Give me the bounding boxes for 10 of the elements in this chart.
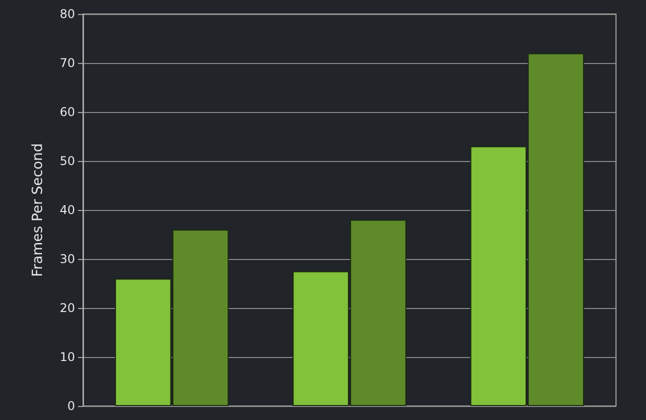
y-tick-label: 40 [60, 203, 75, 217]
y-axis-title: Frames Per Second [30, 143, 46, 277]
y-tick-label: 0 [67, 399, 75, 413]
y-tick-label: 80 [60, 7, 75, 21]
y-tick-label: 10 [60, 350, 75, 364]
y-tick-label: 70 [60, 56, 75, 70]
y-tick-label: 30 [60, 252, 75, 266]
y-tick-label: 50 [60, 154, 75, 168]
y-tick-label: 20 [60, 301, 75, 315]
y-tick-label: 60 [60, 105, 75, 119]
